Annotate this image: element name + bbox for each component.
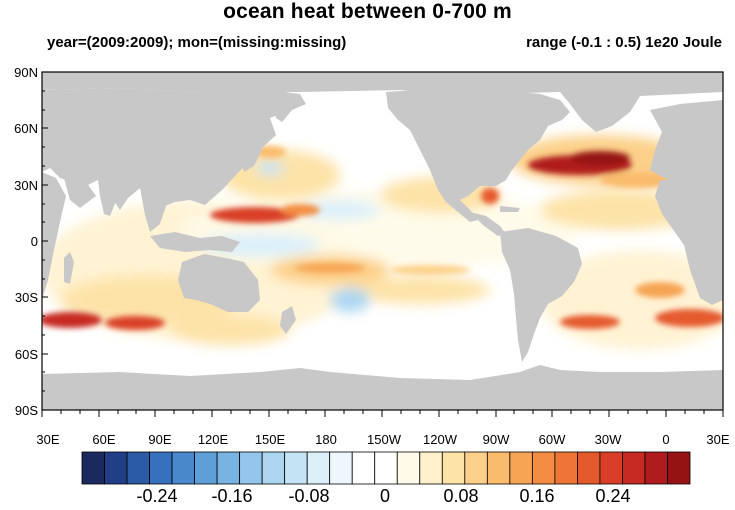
colorbar-label-neg-0-16: -0.16 [211, 486, 252, 506]
colorbar-swatch [622, 451, 646, 485]
colorbar-swatch [171, 451, 195, 485]
arctic-land [42, 72, 723, 96]
longitude-axis: 30E 60E 90E 120E 150E 180 150W 120W 90W … [36, 410, 730, 447]
colorbar-swatch [644, 451, 668, 485]
colorbar-swatch [486, 451, 511, 485]
colorbar-swatch [577, 451, 601, 485]
africa-east [42, 172, 66, 300]
british-isles [668, 122, 684, 146]
colorbar-label-0-08: 0.08 [443, 486, 478, 506]
lon-label-30e-end: 30E [706, 432, 729, 447]
japan [242, 142, 262, 172]
lon-label-60w: 60W [539, 432, 566, 447]
colorbar-swatch [599, 451, 623, 485]
colorbar-swatch [441, 451, 466, 485]
greenland [560, 90, 640, 132]
colorbar-swatch [396, 451, 421, 485]
colorbar-swatch [306, 451, 331, 485]
colorbar-swatch [104, 451, 128, 485]
colorbar-swatch [194, 451, 218, 485]
kamchatka [270, 90, 306, 122]
colorbar-swatch [554, 451, 578, 485]
lat-label-60s: 60S [15, 347, 38, 362]
subtitle-value-range: range (-0.1 : 0.5) 1e20 Joule [526, 34, 722, 51]
indonesia [150, 232, 240, 252]
colorbar-swatch [329, 451, 353, 485]
new-zealand [280, 306, 296, 334]
central-america [470, 212, 506, 236]
colorbar-label-0-16: 0.16 [519, 486, 554, 506]
arabia [64, 178, 96, 208]
colorbar-swatch [374, 451, 398, 485]
north-america [386, 88, 570, 222]
subtitle-time-range: year=(2009:2009); mon=(missing:missing) [47, 34, 347, 51]
colorbar-swatch [149, 451, 173, 485]
chart-title: ocean heat between 0-700 m [223, 0, 512, 23]
colorbar-swatch [81, 451, 105, 485]
australia [178, 254, 260, 312]
latitude-axis: 90N 60N 30N 0 30S 60S 90S [14, 65, 48, 418]
antarctica [42, 365, 723, 410]
lon-label-180: 180 [315, 432, 337, 447]
colorbar-swatch [284, 451, 308, 485]
lat-label-60n: 60N [14, 121, 38, 136]
lat-label-0: 0 [31, 234, 38, 249]
madagascar [64, 252, 74, 284]
map-area [42, 72, 723, 410]
colorbar-swatch [531, 451, 556, 485]
colorbar-label-0-24: 0.24 [595, 486, 630, 506]
lat-label-90s: 90S [15, 403, 38, 418]
lon-label-90w: 90W [483, 432, 510, 447]
lon-label-90e: 90E [148, 432, 171, 447]
lon-label-60e: 60E [92, 432, 115, 447]
lat-label-30s: 30S [15, 290, 38, 305]
land-masses [42, 72, 723, 410]
colorbar [81, 451, 691, 485]
lon-label-0: 0 [662, 432, 669, 447]
cuba [500, 206, 520, 212]
eurasia [42, 88, 300, 210]
colorbar-swatch [667, 451, 691, 485]
colorbar-swatch [509, 451, 533, 485]
south-america [500, 228, 582, 362]
africa [655, 178, 723, 305]
colorbar-label-neg-0-24: -0.24 [136, 486, 177, 506]
lon-label-120w: 120W [423, 432, 458, 447]
colorbar-labels: -0.24 -0.16 -0.08 0 0.08 0.16 0.24 [136, 486, 630, 506]
lon-label-150e: 150E [255, 432, 286, 447]
colorbar-swatch [261, 451, 286, 485]
colorbar-swatch [419, 451, 443, 485]
lon-label-30e: 30E [36, 432, 59, 447]
lat-label-30n: 30N [14, 178, 38, 193]
colorbar-label-0: 0 [380, 486, 390, 506]
lon-label-120e: 120E [198, 432, 229, 447]
india [98, 180, 118, 216]
southeast-asia [140, 188, 166, 232]
colorbar-swatch [126, 451, 150, 485]
colorbar-swatch [351, 451, 376, 485]
colorbar-swatch [216, 451, 241, 485]
lat-label-90n: 90N [14, 65, 38, 80]
lon-label-150w: 150W [367, 432, 402, 447]
colorbar-swatch [464, 451, 488, 485]
europe-west [650, 100, 723, 196]
colorbar-swatch [239, 451, 263, 485]
lon-label-30w: 30W [595, 432, 622, 447]
colorbar-label-neg-0-08: -0.08 [288, 486, 329, 506]
